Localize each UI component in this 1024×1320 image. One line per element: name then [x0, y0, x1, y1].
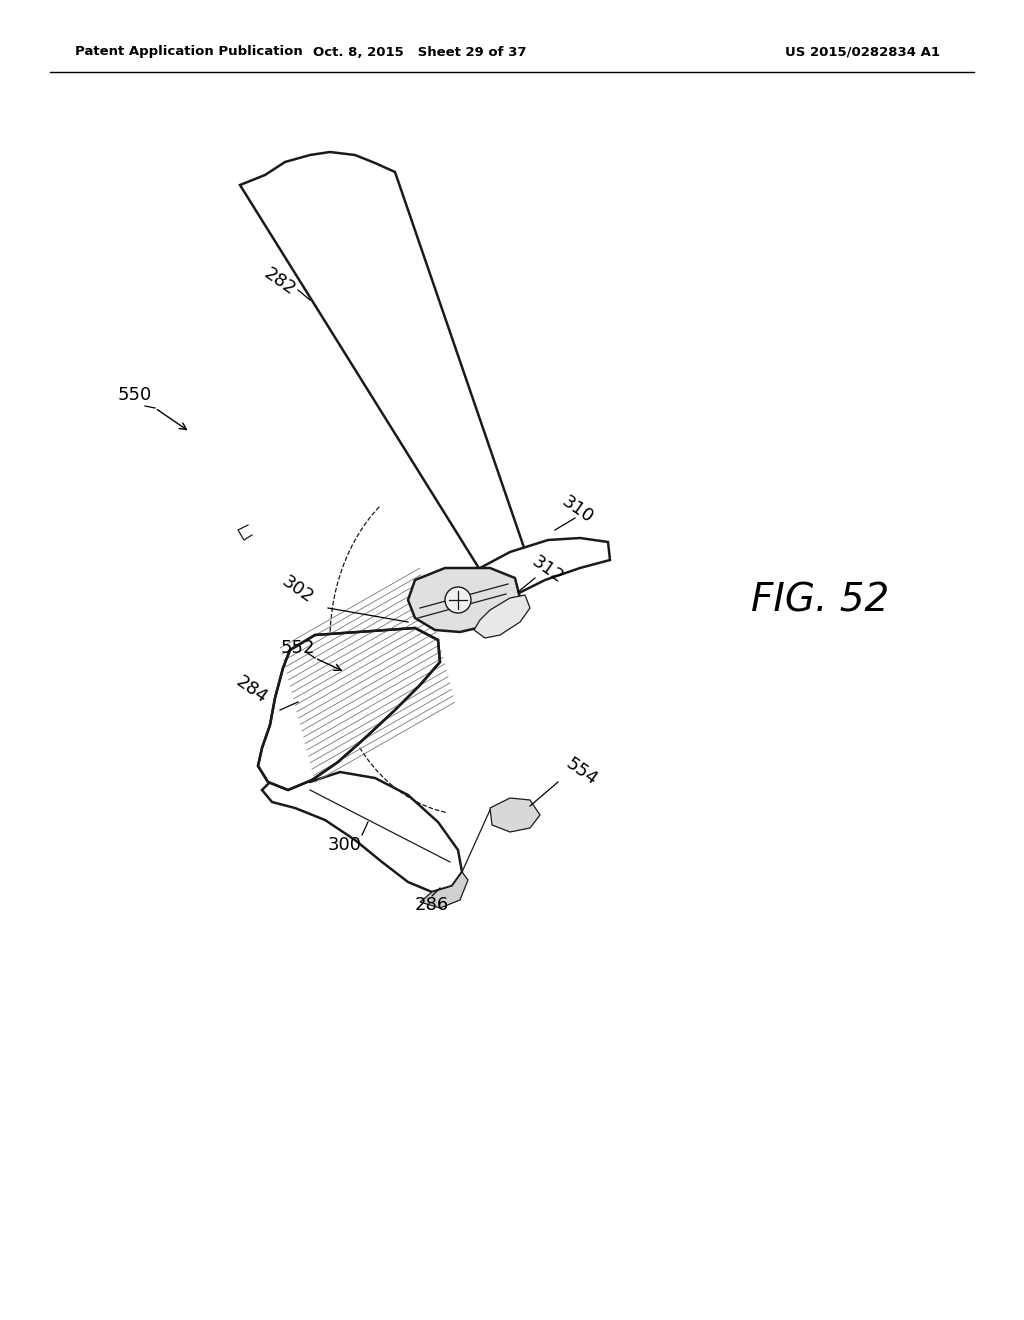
Text: 550: 550: [118, 385, 153, 404]
Text: Oct. 8, 2015   Sheet 29 of 37: Oct. 8, 2015 Sheet 29 of 37: [313, 45, 526, 58]
Text: FIG. 52: FIG. 52: [751, 581, 889, 619]
Polygon shape: [258, 628, 440, 789]
Polygon shape: [490, 799, 540, 832]
Polygon shape: [262, 772, 462, 892]
Text: 312: 312: [528, 553, 567, 587]
Polygon shape: [420, 873, 468, 908]
Circle shape: [445, 587, 471, 612]
Text: 282: 282: [261, 265, 299, 300]
Polygon shape: [240, 152, 530, 578]
Text: 286: 286: [415, 896, 450, 913]
Polygon shape: [408, 568, 520, 632]
Text: 310: 310: [559, 492, 597, 527]
Polygon shape: [465, 539, 610, 620]
FancyArrowPatch shape: [317, 659, 341, 671]
FancyArrowPatch shape: [158, 409, 186, 429]
Text: 552: 552: [281, 639, 315, 657]
Text: 284: 284: [232, 673, 271, 708]
Polygon shape: [474, 595, 530, 638]
Text: Patent Application Publication: Patent Application Publication: [75, 45, 303, 58]
Text: 302: 302: [279, 573, 317, 607]
Text: 554: 554: [563, 755, 601, 789]
Text: US 2015/0282834 A1: US 2015/0282834 A1: [785, 45, 940, 58]
Text: 300: 300: [328, 836, 362, 854]
